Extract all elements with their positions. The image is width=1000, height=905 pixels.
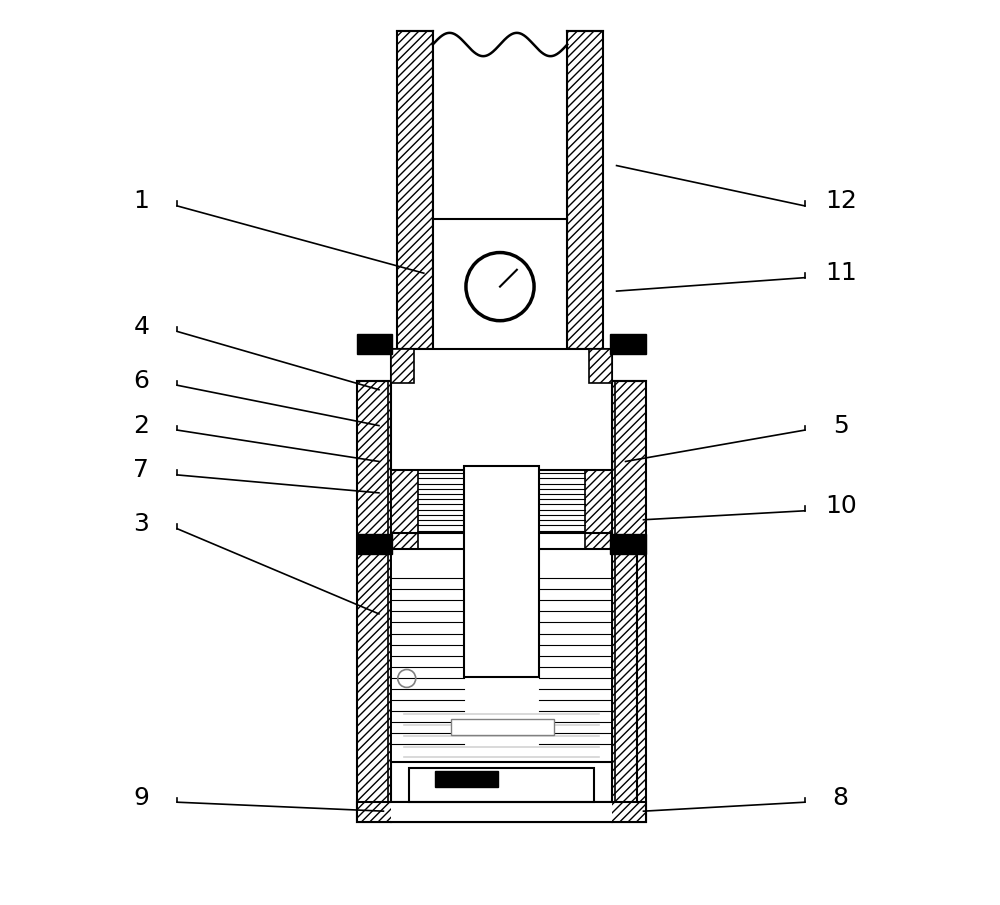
Text: 8: 8 xyxy=(833,786,849,810)
Bar xyxy=(391,533,418,549)
Bar xyxy=(409,768,594,802)
Bar xyxy=(567,31,603,349)
Bar xyxy=(612,381,646,822)
Bar xyxy=(391,349,612,471)
Text: 5: 5 xyxy=(833,414,849,438)
Bar xyxy=(357,534,392,554)
Bar xyxy=(397,31,433,349)
Bar xyxy=(610,534,646,554)
Bar xyxy=(391,349,414,384)
Bar xyxy=(391,549,612,762)
Bar xyxy=(585,533,612,549)
Bar xyxy=(589,349,612,384)
Bar xyxy=(585,471,612,533)
Text: 9: 9 xyxy=(133,786,149,810)
Text: 10: 10 xyxy=(825,494,857,519)
Bar xyxy=(435,771,498,787)
Bar xyxy=(433,31,567,349)
Bar xyxy=(464,466,539,677)
Text: 7: 7 xyxy=(133,459,149,482)
Text: 2: 2 xyxy=(133,414,149,438)
Bar xyxy=(391,802,612,822)
Text: 4: 4 xyxy=(133,315,149,339)
Bar xyxy=(391,471,418,533)
Text: 6: 6 xyxy=(133,368,149,393)
Text: 3: 3 xyxy=(133,512,149,537)
Bar xyxy=(357,802,646,822)
Bar xyxy=(357,381,391,822)
Text: 11: 11 xyxy=(825,262,857,285)
Bar xyxy=(357,334,392,354)
Text: 1: 1 xyxy=(133,189,149,214)
Bar xyxy=(451,719,554,735)
Bar xyxy=(610,334,646,354)
Text: 12: 12 xyxy=(825,189,857,214)
